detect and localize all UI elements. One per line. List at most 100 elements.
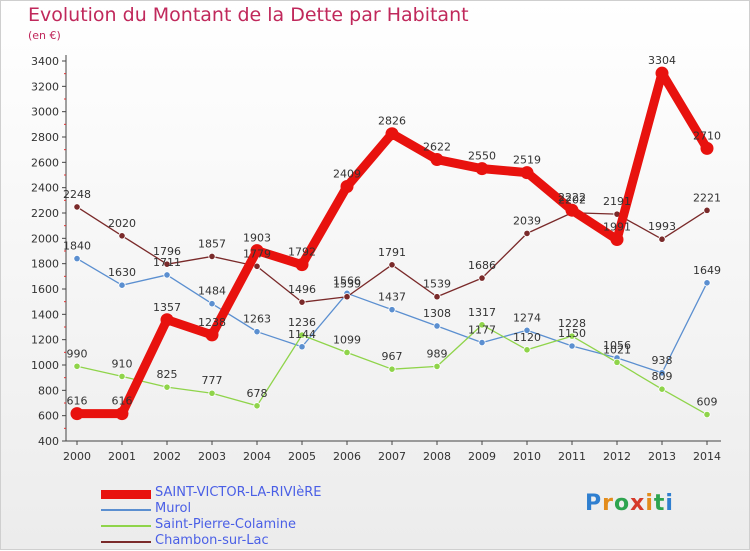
data-point [298,298,306,306]
data-point [253,328,261,336]
data-point [565,203,579,217]
data-label: 1150 [558,327,586,340]
data-point [385,127,399,141]
data-label: 777 [202,374,223,387]
data-label: 1274 [513,311,541,324]
data-point [568,342,576,350]
data-label: 2710 [693,129,721,142]
data-label: 1539 [423,278,451,291]
x-tick-label: 2008 [423,450,451,463]
data-point [115,407,129,421]
data-label: 2519 [513,154,541,167]
data-label: 2826 [378,115,406,128]
legend-label: Chambon-sur-Lac [155,533,269,548]
data-label: 938 [652,354,673,367]
data-label: 1711 [153,256,181,269]
legend-swatch [101,541,151,543]
data-point [478,338,486,347]
data-point [163,260,171,268]
data-point [475,162,489,176]
x-tick-label: 2011 [558,450,586,463]
data-label: 825 [157,368,178,381]
data-label: 1791 [378,246,406,259]
legend-label: SAINT-VICTOR-LA-RIVIèRE [155,485,322,500]
data-label: 1357 [153,301,181,314]
data-label: 1539 [333,278,361,291]
data-point [388,261,396,269]
data-label: 1779 [243,247,271,260]
y-tick-label: 2800 [31,131,59,144]
data-label: 1857 [198,237,226,250]
data-point [523,229,531,237]
legend-swatch [101,525,151,527]
data-label: 1840 [63,240,91,253]
data-label: 1630 [108,266,136,279]
data-point [208,389,216,397]
y-tick-label: 1600 [31,283,59,296]
y-tick-label: 2200 [31,207,59,220]
data-label: 2622 [423,141,451,154]
y-tick-label: 1000 [31,359,59,372]
data-point [163,383,171,391]
data-label: 2039 [513,214,541,227]
data-label: 609 [697,396,718,409]
data-label: 1649 [693,264,721,277]
data-point [523,326,531,334]
y-tick-label: 600 [38,410,59,423]
x-tick-label: 2006 [333,450,361,463]
data-label: 678 [247,387,268,400]
data-label: 2409 [333,168,361,181]
data-point [208,252,216,261]
data-point [250,244,264,258]
x-tick-label: 2007 [378,450,406,463]
chart-title: Evolution du Montant de la Dette par Hab… [28,4,469,26]
y-tick-label: 2400 [31,182,59,195]
data-label: 2202 [558,194,586,207]
data-point [433,362,441,370]
data-label: 967 [382,350,403,363]
data-point [160,313,174,327]
data-label: 989 [427,347,448,360]
data-label: 616 [112,395,133,408]
y-tick-label: 2600 [31,156,59,169]
data-point [343,293,351,301]
data-point [253,402,261,410]
data-point [478,321,486,329]
data-point [70,407,84,421]
y-tick-label: 1800 [31,258,59,271]
data-point [208,300,216,308]
data-label: 1263 [243,313,271,326]
data-label: 1792 [288,246,316,259]
data-label: 1317 [468,306,496,319]
data-label: 2221 [693,191,721,204]
data-label: 809 [652,370,673,383]
data-label: 1177 [468,324,496,337]
data-label: 910 [112,357,133,370]
data-point [430,153,444,167]
data-label: 1238 [198,316,226,329]
data-point [613,358,621,366]
x-tick-label: 2005 [288,450,316,463]
data-label: 1099 [333,333,361,346]
data-point [118,372,126,380]
data-label: 1796 [153,245,181,258]
y-tick-label: 1400 [31,308,59,321]
data-label: 1228 [558,317,586,330]
data-point [388,306,396,314]
data-label: 1566 [333,274,361,287]
x-tick-label: 2002 [153,450,181,463]
data-point [523,346,531,354]
y-tick-label: 800 [38,384,59,397]
data-point [433,293,441,301]
x-tick-label: 2004 [243,450,271,463]
data-label: 1437 [378,291,406,304]
x-tick-label: 2010 [513,450,541,463]
data-point [700,141,714,155]
data-label: 1903 [243,232,271,245]
data-point [340,180,354,194]
data-point [253,262,261,270]
data-point [298,331,306,339]
y-tick-label: 3200 [31,80,59,93]
x-tick-label: 2013 [648,450,676,463]
data-point [433,322,441,330]
